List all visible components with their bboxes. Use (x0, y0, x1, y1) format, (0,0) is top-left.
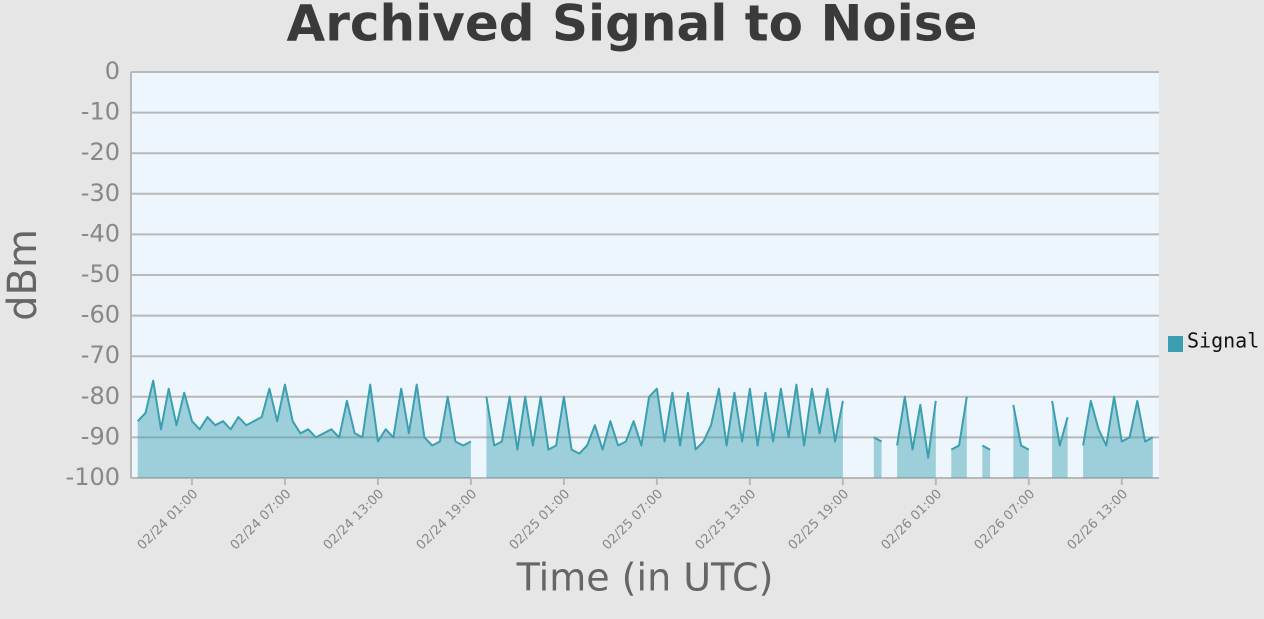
legend-label: Signal (1187, 329, 1259, 353)
signal-area (137, 380, 1153, 478)
y-tick-label: -50 (81, 260, 120, 288)
chart-title: Archived Signal to Noise (287, 0, 978, 53)
y-tick-label: -40 (81, 219, 120, 247)
y-tick-label: -80 (81, 382, 120, 410)
y-tick-label: -10 (81, 98, 120, 126)
y-axis-label: dBm (0, 229, 46, 321)
x-axis-label: Time (in UTC) (516, 556, 774, 600)
signal-line (136, 379, 1154, 459)
y-tick-label: -100 (66, 463, 120, 491)
legend-swatch (1168, 336, 1183, 352)
y-tick-label: 0 (105, 57, 120, 85)
y-tick-label: -60 (81, 301, 120, 329)
y-tick-label: -70 (81, 341, 120, 369)
y-tick-label: -90 (81, 422, 120, 450)
y-tick-label: -30 (81, 179, 120, 207)
y-tick-label: -20 (81, 138, 120, 166)
